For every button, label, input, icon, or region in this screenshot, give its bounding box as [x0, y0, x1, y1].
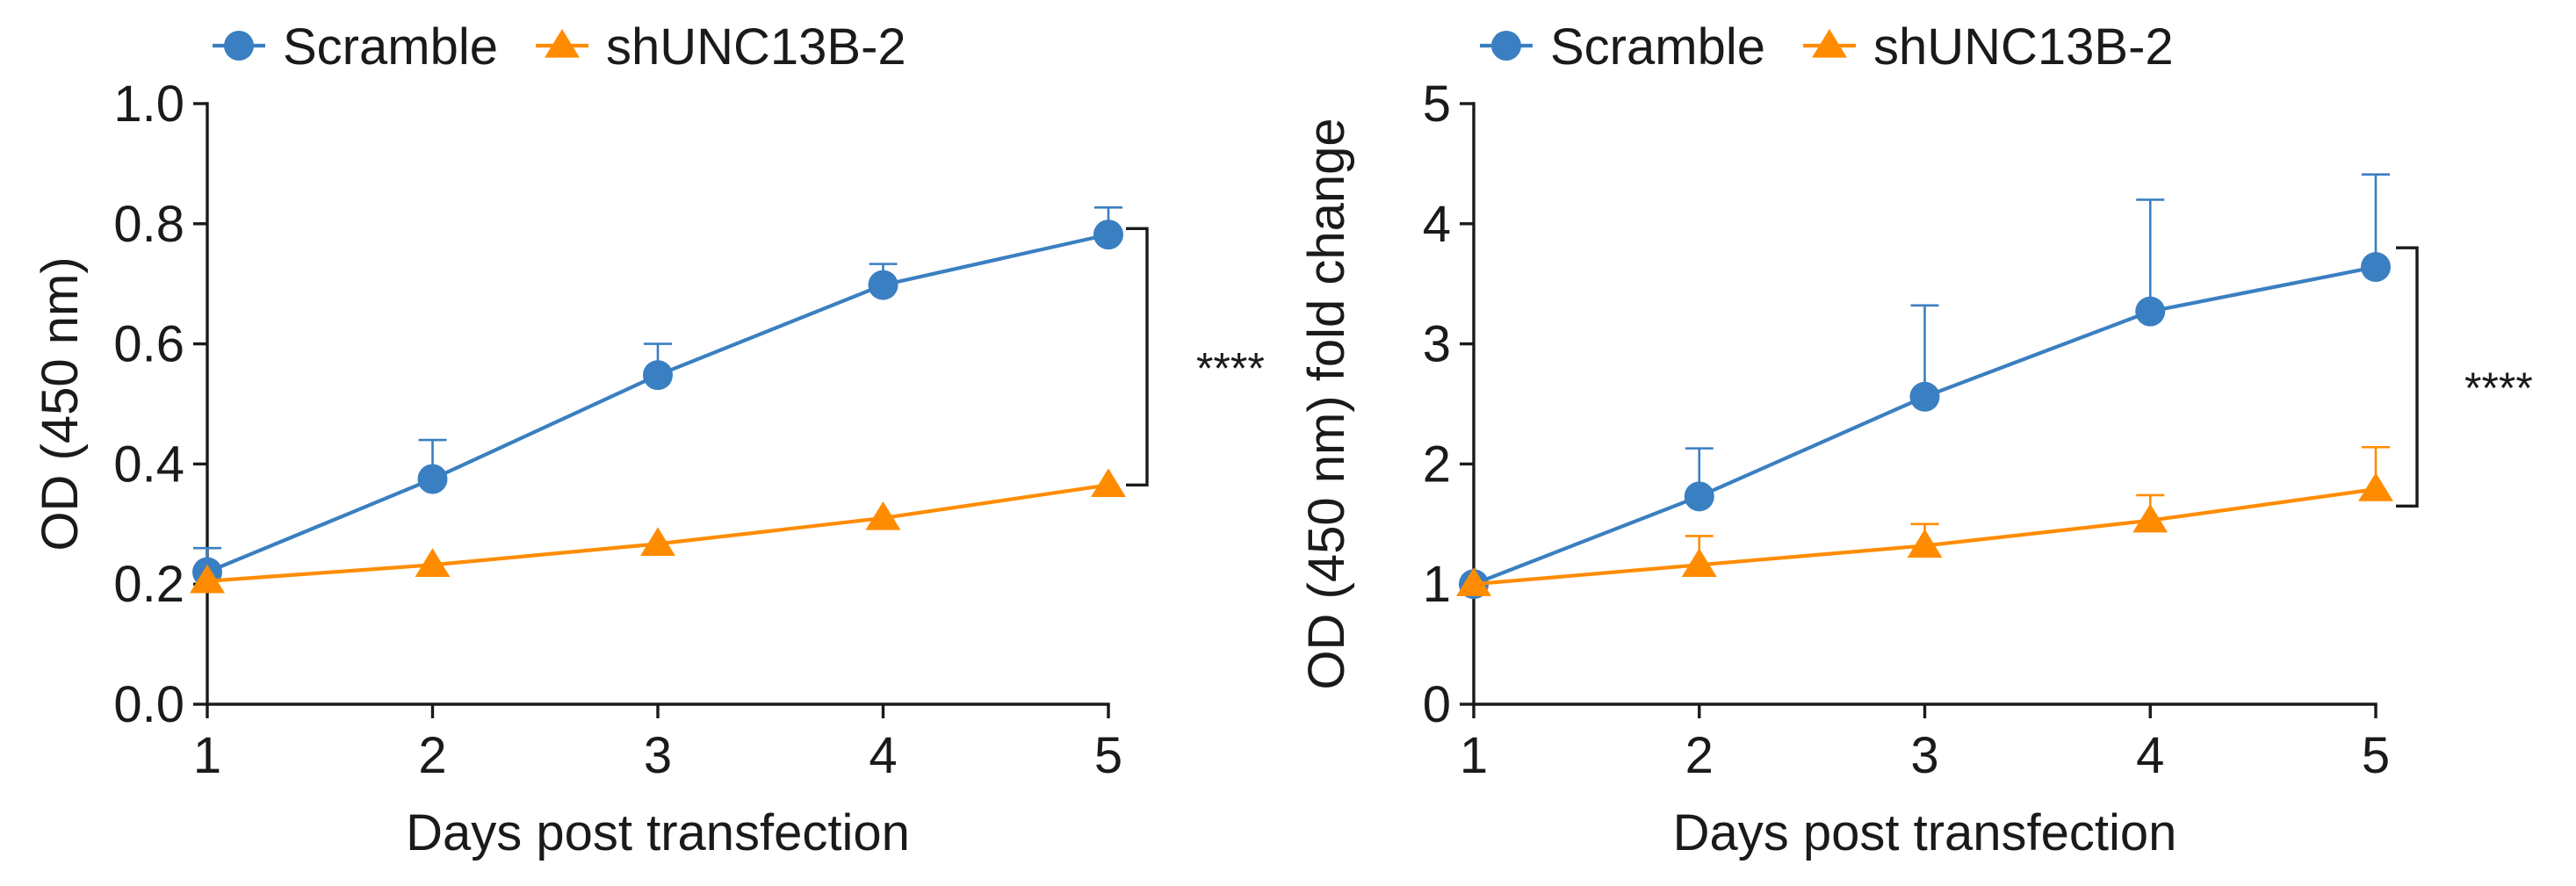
data-point: [1681, 548, 1717, 577]
significance-bracket: [2396, 246, 2419, 508]
x-tick-label: 2: [418, 727, 446, 784]
data-point: [868, 270, 898, 300]
x-tick-label: 5: [2362, 727, 2390, 784]
x-tick-label: 5: [1094, 727, 1122, 784]
legend-marker: [545, 29, 580, 58]
x-tick-label: 1: [193, 727, 221, 784]
legend: Scramble shUNC13B-2: [213, 18, 906, 76]
y-tick-label: 5: [1423, 76, 1451, 133]
significance-label: ****: [2464, 364, 2533, 413]
legend-label: shUNC13B-2: [1873, 18, 2174, 76]
data-point: [1907, 529, 1943, 558]
x-tick-label: 1: [1460, 727, 1488, 784]
y-tick-label: 0.4: [113, 436, 184, 493]
x-axis-title: Days post transfection: [1673, 804, 2177, 861]
data-point: [415, 548, 451, 577]
y-tick-label: 0.8: [113, 196, 184, 253]
legend-label: shUNC13B-2: [606, 18, 906, 76]
data-point: [1091, 468, 1126, 498]
y-axis-title: OD (450 nm) fold change: [1298, 118, 1355, 689]
y-tick-label: 3: [1423, 316, 1451, 373]
y-tick-label: 0.2: [113, 556, 184, 613]
legend-label: Scramble: [283, 18, 498, 76]
series-Scramble: [192, 206, 1123, 587]
data-point: [190, 564, 225, 594]
data-point: [417, 464, 448, 494]
data-point: [2132, 503, 2168, 533]
x-tick-label: 3: [644, 727, 672, 784]
series-shUNC13B-2: [190, 468, 1126, 594]
y-tick-label: 0.0: [113, 676, 184, 733]
legend-marker: [1491, 31, 1521, 61]
x-tick-label: 3: [1910, 727, 1938, 784]
y-axis-title: OD (450 nm): [32, 256, 89, 551]
y-tick-label: 1.0: [113, 76, 184, 133]
data-point: [2135, 296, 2166, 327]
y-tick-label: 2: [1423, 436, 1451, 493]
significance-label: ****: [1196, 343, 1265, 393]
series-line: [206, 233, 1109, 574]
legend-label: Scramble: [1550, 18, 1765, 76]
series-shUNC13B-2: [1456, 445, 2393, 596]
chart-1: 0.0 0.2 0.4 0.6 0.8 1.0 1 2 3 4 5 Days post transfe…: [32, 18, 1265, 861]
data-point: [640, 527, 675, 557]
legend-marker: [1812, 29, 1847, 58]
data-point: [1909, 381, 1940, 412]
y-tick-label: 0.6: [113, 316, 184, 373]
legend: Scramble shUNC13B-2: [1480, 18, 2174, 76]
x-tick-label: 2: [1685, 727, 1714, 784]
data-point: [1093, 220, 1123, 250]
y-tick-label: 0: [1423, 676, 1451, 733]
data-point: [2358, 472, 2393, 501]
y-tick-label: 4: [1423, 196, 1451, 253]
y-tick-label: 1: [1423, 556, 1451, 613]
series-Scramble: [1459, 173, 2391, 600]
x-axis-title: Days post transfection: [406, 804, 910, 861]
significance-bracket: [1126, 227, 1149, 487]
data-point: [1456, 567, 1491, 596]
data-point: [865, 501, 901, 530]
x-tick-label: 4: [869, 727, 897, 784]
data-point: [1684, 481, 1714, 512]
x-tick-label: 4: [2136, 727, 2164, 784]
data-point: [643, 360, 673, 391]
legend-marker: [224, 31, 254, 61]
data-point: [2361, 252, 2391, 283]
